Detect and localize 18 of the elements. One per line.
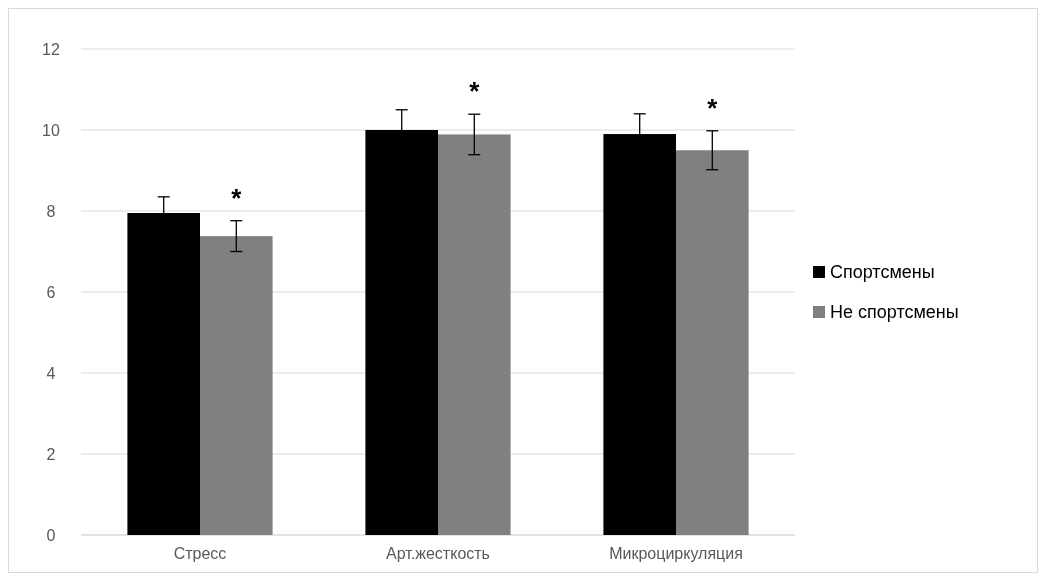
- x-tick-label: Микроциркуляция: [609, 545, 743, 562]
- y-tick-label: 2: [46, 445, 56, 463]
- y-tick-label: 0: [46, 526, 56, 544]
- y-tick-label: 12: [42, 40, 60, 58]
- legend-label: Не спортсмены: [830, 302, 959, 323]
- annotation: *: [231, 182, 243, 213]
- annotation: *: [469, 76, 481, 107]
- y-tick-label: 4: [46, 364, 56, 382]
- bar: [200, 236, 273, 535]
- legend-label: Спортсмены: [830, 262, 935, 283]
- y-tick-label: 10: [42, 121, 60, 139]
- bar: [438, 134, 511, 535]
- y-tick-label: 8: [46, 202, 56, 220]
- x-tick-label: Стресс: [173, 545, 227, 562]
- annotation: *: [707, 92, 719, 123]
- x-tick-label: Арт.жесткость: [386, 545, 490, 562]
- y-tick-label: 6: [46, 283, 56, 301]
- bar: [676, 150, 749, 535]
